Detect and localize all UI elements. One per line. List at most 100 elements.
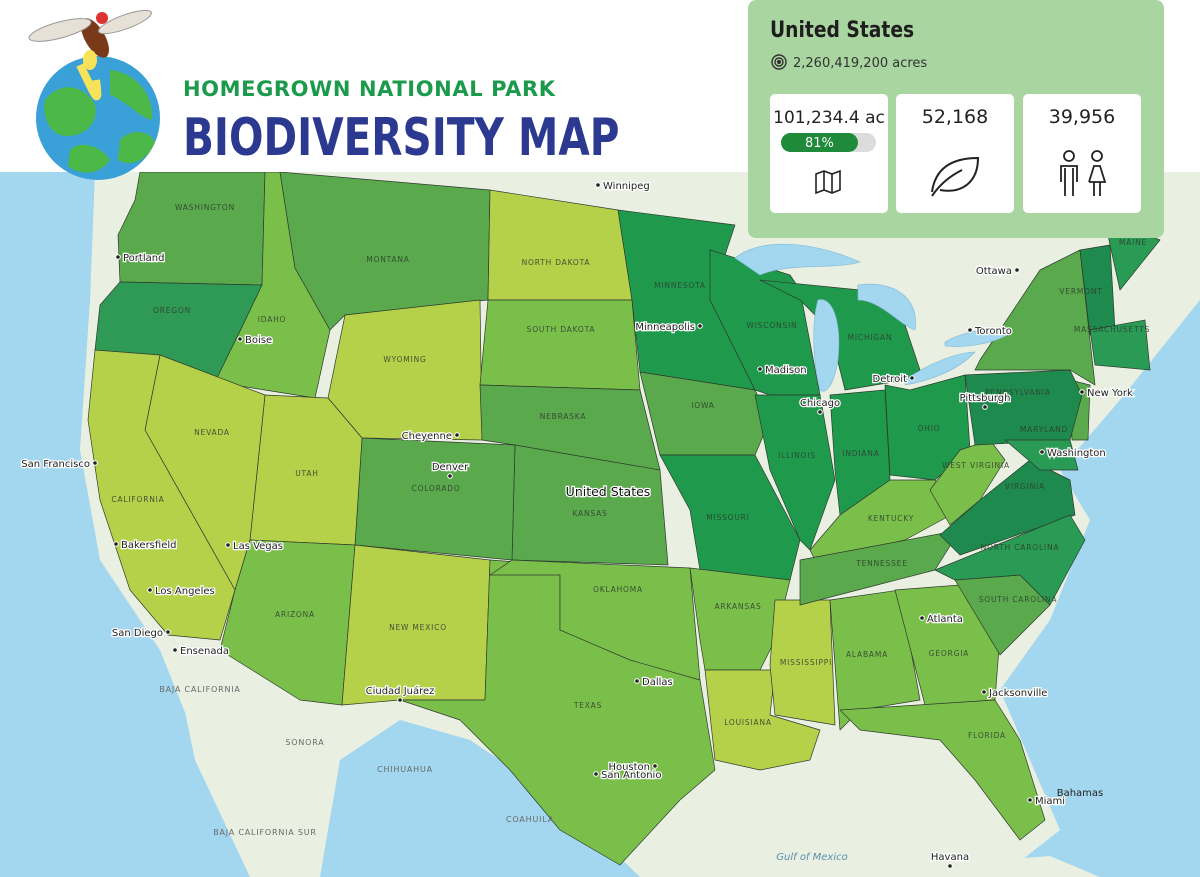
city-dot xyxy=(172,647,178,653)
state-label: NORTH CAROLINA xyxy=(981,543,1060,552)
state-shape xyxy=(974,249,1096,386)
city-dot xyxy=(225,542,231,548)
city-dot xyxy=(1014,267,1020,273)
city-dot xyxy=(92,460,98,466)
city-label: Las Vegas xyxy=(233,541,283,552)
leaf-icon xyxy=(931,156,980,197)
state-shape xyxy=(769,599,836,726)
state-shape xyxy=(489,559,701,681)
city-dot xyxy=(454,432,460,438)
state-label: ILLINOIS xyxy=(778,451,816,460)
state-label: WISCONSIN xyxy=(747,321,798,330)
city-label: San Francisco xyxy=(21,459,90,470)
state-label: CALIFORNIA xyxy=(111,495,164,504)
state-shape xyxy=(354,437,516,561)
state-shape xyxy=(894,584,1001,706)
state-label: FLORIDA xyxy=(968,731,1006,740)
state-label: TENNESSEE xyxy=(855,559,907,568)
state-shape xyxy=(1089,319,1151,371)
state-label: MISSOURI xyxy=(706,513,749,522)
state-shape xyxy=(1004,439,1079,471)
city-dot xyxy=(981,689,987,695)
state-label: LOUISIANA xyxy=(724,718,772,727)
logo xyxy=(28,9,160,180)
city-label: Boise xyxy=(245,335,272,346)
state-shape xyxy=(117,172,266,286)
state-label: TEXAS xyxy=(573,701,602,710)
region-label: CHIHUAHUA xyxy=(377,765,433,774)
city-label: Pittsburgh xyxy=(960,393,1011,404)
state-label: SOUTH CAROLINA xyxy=(979,595,1058,604)
city-dot xyxy=(697,323,703,329)
members-count: 39,956 xyxy=(1049,106,1115,128)
region-area: 2,260,419,200 acres xyxy=(793,56,927,71)
state-shape xyxy=(964,369,1083,446)
state-label: WYOMING xyxy=(383,355,426,364)
state-label: UTAH xyxy=(295,469,318,478)
state-label: MARYLAND xyxy=(1020,425,1068,434)
city-label: Cheyenne xyxy=(402,431,452,442)
city-dot xyxy=(634,678,640,684)
state-label: INDIANA xyxy=(842,449,879,458)
city-dot xyxy=(947,863,953,869)
city-label: Los Angeles xyxy=(155,586,215,597)
city-label: Winnipeg xyxy=(603,181,650,192)
state-label: NEBRASKA xyxy=(540,412,587,421)
area-card xyxy=(770,94,888,213)
app-title: BIODIVERSITY MAP xyxy=(183,107,619,167)
area-icon xyxy=(771,54,787,70)
region-name: United States xyxy=(770,17,914,43)
city-dot xyxy=(817,409,823,415)
city-label: New York xyxy=(1087,388,1133,399)
city-label: Detroit xyxy=(873,374,908,385)
city-label: Ciudad Juárez xyxy=(366,685,435,697)
city-dot xyxy=(447,473,453,479)
state-label: MINNESOTA xyxy=(654,281,706,290)
city-dot xyxy=(1079,389,1085,395)
state-label: MICHIGAN xyxy=(848,333,893,342)
planted-area: 101,234.4 ac xyxy=(773,108,885,128)
region-label: Bahamas xyxy=(1057,788,1104,799)
city-dot xyxy=(115,254,121,260)
progress-bar xyxy=(781,133,858,152)
state-label: ARKANSAS xyxy=(714,602,761,611)
city-dot xyxy=(1039,449,1045,455)
city-dot xyxy=(165,629,171,635)
state-shape xyxy=(327,299,483,441)
city-label: Portland xyxy=(123,253,164,264)
state-shape xyxy=(87,349,236,641)
city-label: Madison xyxy=(765,365,807,376)
state-label: VIRGINIA xyxy=(1005,482,1045,491)
state-label: OKLAHOMA xyxy=(593,585,643,594)
members-card xyxy=(1023,94,1141,213)
city-dot xyxy=(982,404,988,410)
map: WASHINGTON OREGON IDAHO MONTANA WYOMING NORTH… xyxy=(0,172,1200,877)
city-label: Miami xyxy=(1035,796,1065,807)
city-label: Toronto xyxy=(974,326,1012,337)
city-dot xyxy=(113,541,119,547)
state-label: IOWA xyxy=(691,401,715,410)
city-label: Minneapolis xyxy=(635,322,695,333)
city-label: Atlanta xyxy=(927,614,963,625)
region-label: COAHUILA xyxy=(506,815,554,824)
city-label: Ensenada xyxy=(180,646,229,657)
state-label: MISSISSIPPI xyxy=(780,658,832,667)
state-label: WEST VIRGINIA xyxy=(942,461,1010,470)
city-dot xyxy=(919,615,925,621)
state-label: OREGON xyxy=(153,306,191,315)
country-label: United States xyxy=(566,484,651,499)
state-label: PENNSYLVANIA xyxy=(985,388,1051,397)
state-shape xyxy=(839,699,1046,841)
map-icon xyxy=(815,169,841,195)
app-subtitle: HOMEGROWN NATIONAL PARK xyxy=(183,77,556,101)
city-label: San Diego xyxy=(112,628,163,639)
city-dot xyxy=(652,763,658,769)
state-label: GEORGIA xyxy=(929,649,969,658)
city-label: Washington xyxy=(1047,448,1106,459)
state-label: NEW MEXICO xyxy=(389,623,447,632)
state-label: SOUTH DAKOTA xyxy=(527,325,596,334)
species-count: 52,168 xyxy=(922,106,988,128)
state-label: MASSACHUSETTS xyxy=(1074,325,1150,334)
region-label: BAJA CALIFORNIA xyxy=(159,685,240,694)
city-dot xyxy=(967,327,973,333)
